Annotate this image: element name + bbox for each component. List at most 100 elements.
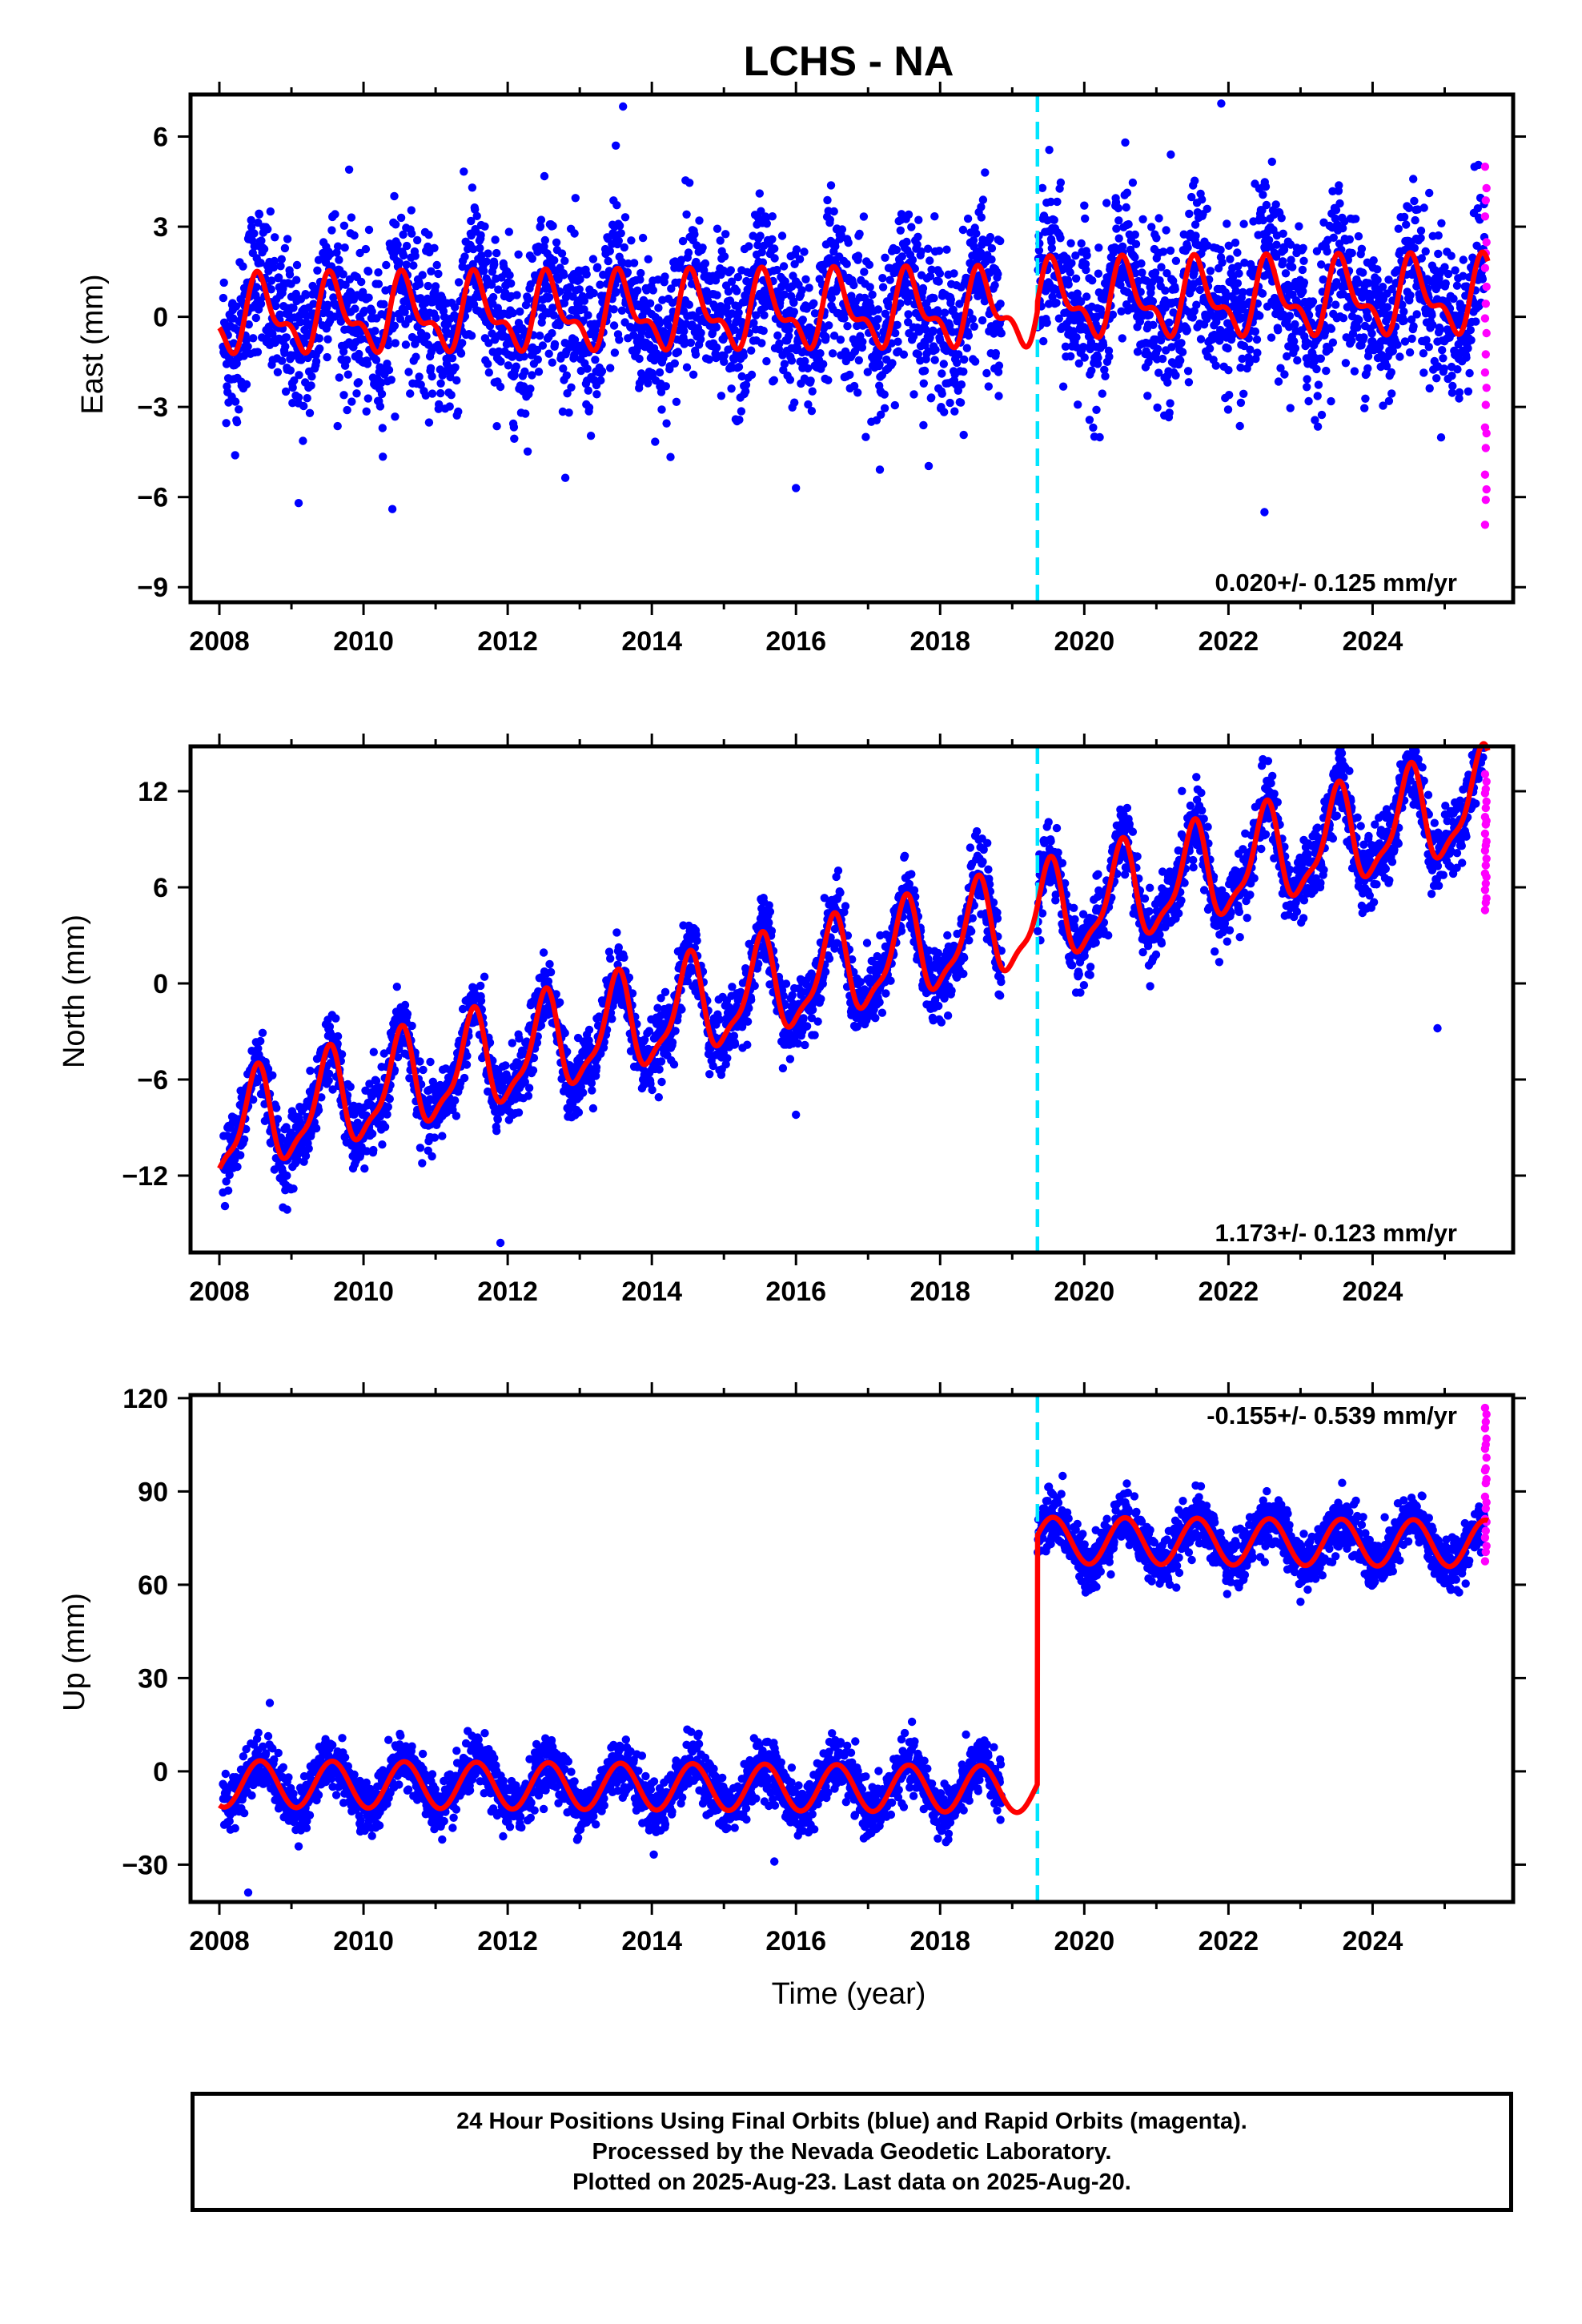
east-rapid-point <box>1482 282 1491 292</box>
east-point <box>1183 367 1193 376</box>
east-point <box>1089 423 1098 432</box>
east-point <box>390 321 400 330</box>
east-point <box>1279 257 1287 266</box>
east-point <box>762 356 771 366</box>
east-point <box>942 245 951 254</box>
east-point <box>364 225 374 235</box>
east-point <box>232 418 242 427</box>
east-point <box>828 349 837 358</box>
north-point <box>367 1129 377 1139</box>
east-point <box>1383 303 1392 312</box>
east-point <box>396 315 405 324</box>
east-point <box>873 315 882 324</box>
east-point <box>1406 291 1415 300</box>
east-point <box>1437 219 1446 227</box>
east-point <box>662 419 671 428</box>
east-point <box>685 300 693 309</box>
east-point <box>1066 239 1075 247</box>
east-point <box>1279 229 1287 238</box>
east-point <box>1138 215 1147 223</box>
east-point <box>1452 281 1462 290</box>
east-point <box>564 408 573 417</box>
east-point <box>930 212 939 221</box>
east-point <box>268 329 277 338</box>
east-point <box>605 247 614 255</box>
east-point <box>1165 408 1174 417</box>
east-point <box>1196 335 1206 344</box>
north-point <box>383 1103 392 1112</box>
east-point <box>271 233 279 242</box>
east-point <box>770 244 779 253</box>
east-point <box>770 254 779 263</box>
east-point <box>691 350 701 359</box>
east-point <box>1235 421 1244 431</box>
east-outlier-point <box>1260 508 1269 517</box>
east-point <box>1153 403 1162 412</box>
east-point <box>1182 326 1192 335</box>
north-point <box>239 1135 249 1144</box>
east-point <box>454 278 464 287</box>
east-point <box>1322 366 1331 376</box>
east-point <box>383 360 391 368</box>
east-point <box>610 348 620 357</box>
east-point <box>946 296 956 304</box>
east-rapid-point <box>1482 384 1491 392</box>
east-point <box>913 240 921 249</box>
east-point <box>733 287 741 296</box>
east-point <box>823 195 832 205</box>
east-point <box>521 409 530 418</box>
east-point <box>1359 268 1367 277</box>
east-point <box>560 256 569 265</box>
east-point <box>311 357 321 366</box>
east-point <box>512 291 521 300</box>
east-point <box>1304 396 1313 406</box>
east-point <box>277 255 286 263</box>
east-point <box>1421 247 1430 256</box>
east-point <box>1453 365 1462 374</box>
east-point <box>552 238 561 247</box>
east-point <box>391 412 400 421</box>
east-point <box>1288 263 1297 271</box>
east-point <box>1384 396 1394 405</box>
east-point <box>807 407 817 416</box>
north-point <box>584 1025 594 1035</box>
east-point <box>1239 389 1248 398</box>
east-point <box>363 360 372 368</box>
east-point <box>290 376 299 385</box>
east-point <box>1225 391 1234 400</box>
east-point <box>1064 280 1073 289</box>
east-point <box>1233 248 1242 257</box>
east-point <box>305 408 315 417</box>
east-point <box>570 229 579 238</box>
east-point <box>536 215 546 224</box>
east-point <box>1319 275 1327 284</box>
north-point <box>283 1205 291 1214</box>
east-point <box>1081 214 1090 223</box>
east-xtick-label: 2016 <box>765 626 826 657</box>
east-point <box>1045 146 1054 155</box>
east-point <box>1052 299 1061 308</box>
east-point <box>805 283 813 292</box>
east-point <box>431 282 440 291</box>
east-point <box>701 259 710 268</box>
east-point <box>1313 392 1322 400</box>
east-point <box>1262 200 1271 210</box>
east-point <box>271 301 280 311</box>
east-point <box>505 271 514 279</box>
east-point <box>785 325 793 334</box>
east-point <box>418 271 427 279</box>
east-point <box>1369 256 1378 265</box>
east-point <box>986 232 995 242</box>
east-point <box>768 212 777 221</box>
east-point <box>395 258 404 267</box>
east-point <box>1211 361 1221 370</box>
east-point <box>1347 248 1356 258</box>
east-point <box>934 247 944 255</box>
east-rapid-point <box>1481 300 1491 308</box>
east-point <box>1313 422 1323 431</box>
east-point <box>297 356 306 364</box>
east-point <box>825 215 835 224</box>
east-point <box>1080 201 1089 210</box>
east-point <box>560 473 570 482</box>
